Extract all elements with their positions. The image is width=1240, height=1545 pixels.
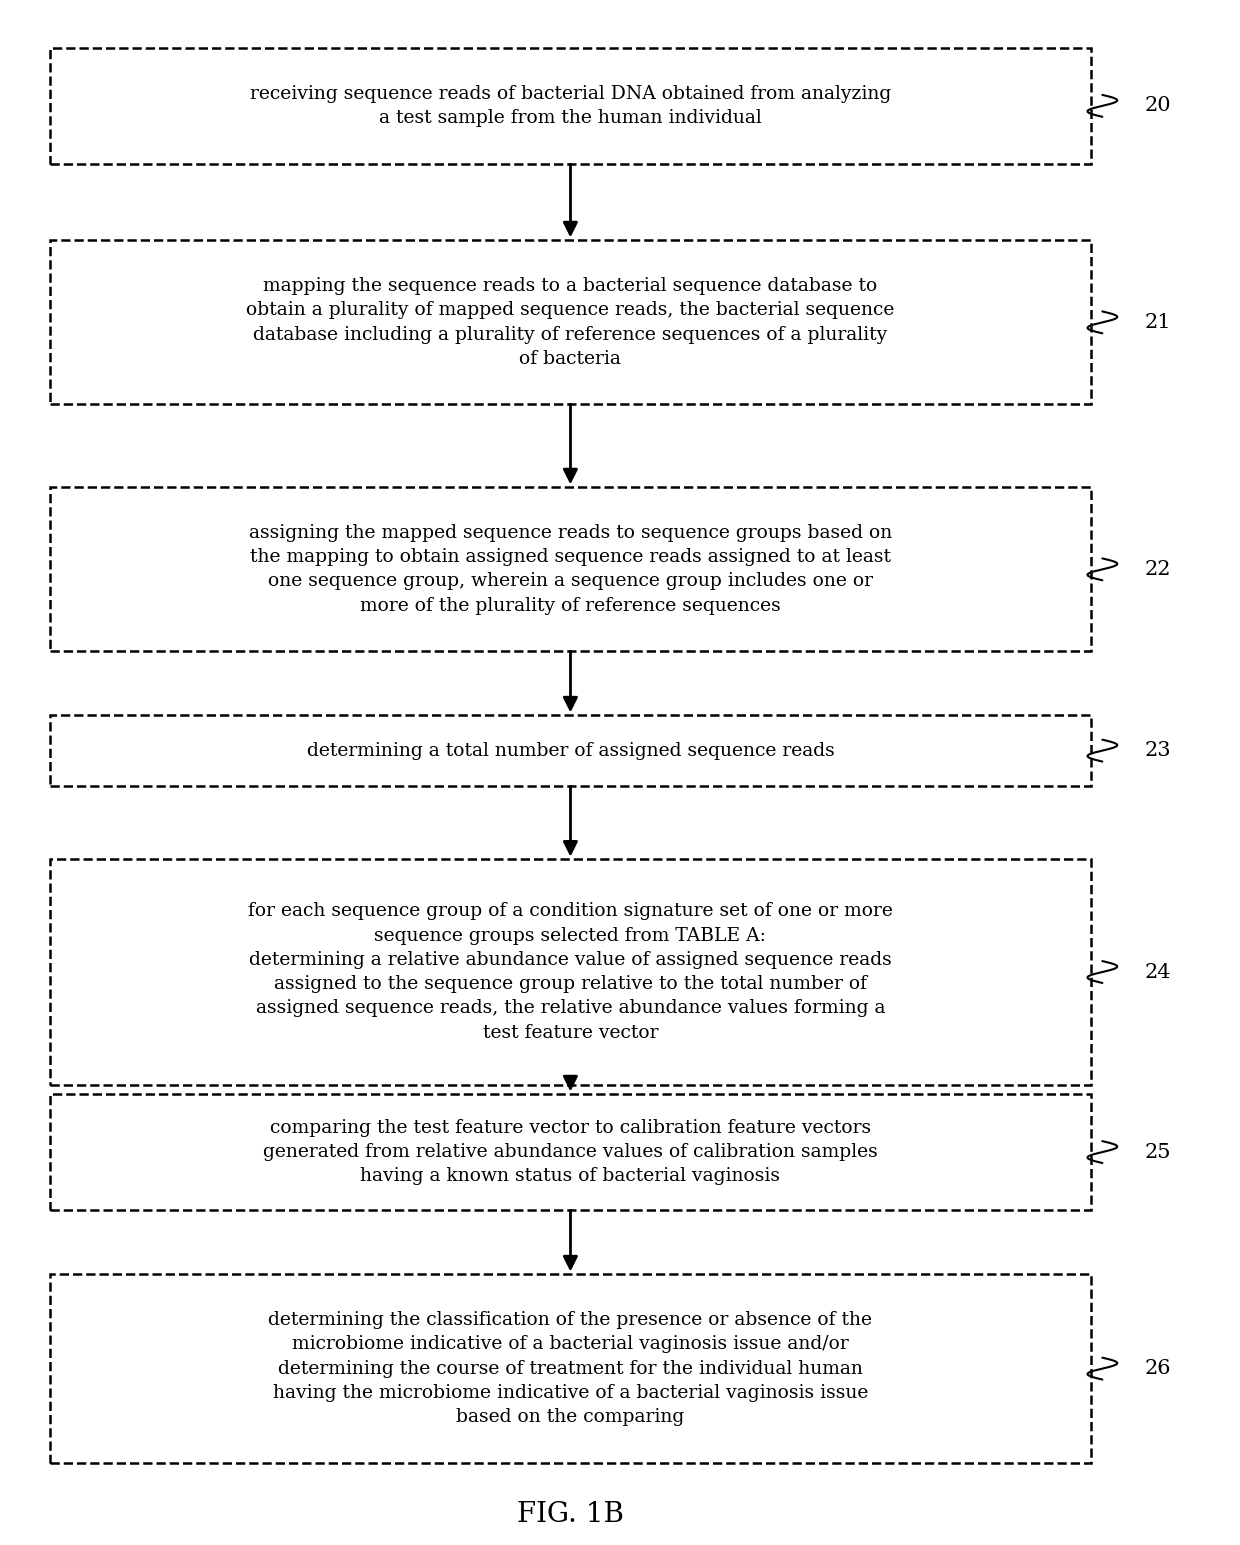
Text: FIG. 1B: FIG. 1B: [517, 1502, 624, 1528]
Text: assigning the mapped sequence reads to sequence groups based on
the mapping to o: assigning the mapped sequence reads to s…: [249, 524, 892, 615]
Text: 20: 20: [1145, 96, 1171, 116]
Bar: [50, 1275, 1091, 1463]
Text: for each sequence group of a condition signature set of one or more
sequence gro: for each sequence group of a condition s…: [248, 902, 893, 1041]
Text: 21: 21: [1145, 314, 1171, 332]
Text: comparing the test feature vector to calibration feature vectors
generated from : comparing the test feature vector to cal…: [263, 1119, 878, 1185]
Text: determining the classification of the presence or absence of the
microbiome indi: determining the classification of the pr…: [268, 1312, 873, 1426]
Text: 24: 24: [1145, 963, 1171, 981]
Bar: [50, 241, 1091, 405]
Text: 26: 26: [1145, 1360, 1171, 1378]
Bar: [50, 715, 1091, 786]
Bar: [50, 48, 1091, 164]
Bar: [50, 487, 1091, 652]
Bar: [50, 1094, 1091, 1210]
Text: receiving sequence reads of bacterial DNA obtained from analyzing
a test sample : receiving sequence reads of bacterial DN…: [249, 85, 892, 127]
Text: mapping the sequence reads to a bacterial sequence database to
obtain a pluralit: mapping the sequence reads to a bacteria…: [247, 277, 894, 368]
Bar: [50, 859, 1091, 1085]
Text: 22: 22: [1145, 559, 1171, 579]
Text: 25: 25: [1145, 1143, 1171, 1162]
Text: determining a total number of assigned sequence reads: determining a total number of assigned s…: [306, 742, 835, 760]
Text: 23: 23: [1145, 742, 1171, 760]
